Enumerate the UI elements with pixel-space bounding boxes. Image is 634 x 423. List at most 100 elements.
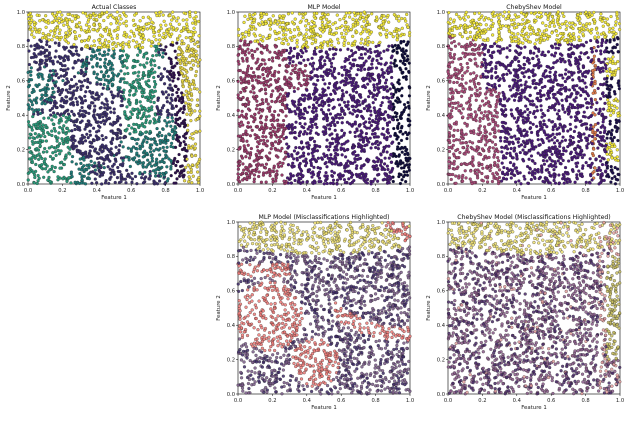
data-point xyxy=(176,77,180,81)
data-point xyxy=(28,132,32,136)
data-point xyxy=(40,102,44,106)
data-point xyxy=(167,27,171,31)
data-point xyxy=(392,152,396,156)
data-point xyxy=(59,90,63,95)
data-point xyxy=(175,19,179,23)
data-point xyxy=(193,109,197,113)
data-point xyxy=(307,143,311,147)
data-point xyxy=(176,139,180,143)
data-point xyxy=(117,151,121,155)
data-point xyxy=(70,109,74,114)
data-point xyxy=(241,79,246,83)
data-point xyxy=(248,125,253,129)
data-point xyxy=(386,48,390,52)
data-point xyxy=(40,166,44,170)
data-point xyxy=(129,29,133,33)
data-point xyxy=(464,47,468,52)
data-point xyxy=(296,87,300,91)
data-point xyxy=(249,17,253,21)
data-point xyxy=(285,142,289,146)
data-point xyxy=(390,166,395,171)
data-point xyxy=(194,129,198,134)
data-point xyxy=(383,118,387,122)
data-point xyxy=(79,161,83,166)
data-point xyxy=(194,74,198,78)
data-point xyxy=(301,51,305,55)
data-point xyxy=(365,177,370,182)
data-point xyxy=(400,26,404,30)
data-point xyxy=(350,104,354,108)
data-point xyxy=(576,106,580,110)
data-point xyxy=(378,51,382,55)
data-point xyxy=(52,72,56,76)
data-point xyxy=(550,152,554,156)
data-point xyxy=(359,176,363,180)
data-point xyxy=(277,128,281,132)
data-point xyxy=(606,98,610,102)
data-point xyxy=(124,181,128,185)
data-point xyxy=(142,63,146,67)
data-point xyxy=(52,19,56,23)
data-point xyxy=(77,53,81,57)
data-point xyxy=(56,86,60,90)
data-point xyxy=(356,68,360,72)
data-point xyxy=(264,22,268,26)
data-point xyxy=(378,141,382,145)
data-point xyxy=(314,131,318,135)
data-point xyxy=(374,140,378,144)
data-point xyxy=(540,53,544,57)
data-point xyxy=(178,61,182,66)
data-point xyxy=(51,59,55,63)
data-point xyxy=(28,150,32,154)
data-point xyxy=(177,53,181,57)
data-point xyxy=(319,16,323,21)
data-point xyxy=(152,117,156,121)
data-point xyxy=(27,49,31,53)
data-point xyxy=(315,67,319,71)
x-tick-label: 0.6 xyxy=(337,188,345,194)
data-point xyxy=(546,17,550,21)
data-point xyxy=(305,28,309,32)
data-point xyxy=(397,153,401,157)
data-point xyxy=(188,36,192,40)
data-point xyxy=(196,177,201,182)
data-point xyxy=(389,176,393,180)
data-point xyxy=(182,169,186,173)
data-point xyxy=(367,158,371,162)
data-point xyxy=(256,57,260,61)
data-point xyxy=(184,79,188,83)
data-point xyxy=(381,27,386,32)
data-point xyxy=(242,20,246,24)
data-point xyxy=(273,50,277,55)
data-point xyxy=(92,165,96,169)
data-point xyxy=(26,17,31,21)
data-point xyxy=(311,92,315,96)
data-point xyxy=(78,141,82,145)
data-point xyxy=(322,182,326,186)
data-point xyxy=(333,21,338,25)
data-point xyxy=(188,105,192,109)
data-point xyxy=(193,59,198,63)
data-point xyxy=(251,87,255,91)
data-point xyxy=(258,107,262,111)
data-point xyxy=(364,23,369,27)
data-point xyxy=(108,13,112,17)
data-point xyxy=(367,40,372,44)
data-point xyxy=(37,108,41,112)
data-point xyxy=(407,85,411,89)
data-point xyxy=(111,15,115,19)
data-point xyxy=(275,22,280,26)
data-point xyxy=(175,41,179,45)
data-point xyxy=(68,87,72,91)
data-point xyxy=(457,42,461,46)
data-point xyxy=(248,170,252,174)
data-point xyxy=(78,149,82,153)
data-point xyxy=(243,50,247,54)
data-point xyxy=(596,35,601,39)
data-point xyxy=(128,164,132,169)
data-point xyxy=(574,125,578,129)
data-point xyxy=(275,85,279,89)
data-point xyxy=(176,38,180,42)
data-point xyxy=(352,41,356,46)
data-point xyxy=(382,75,386,79)
